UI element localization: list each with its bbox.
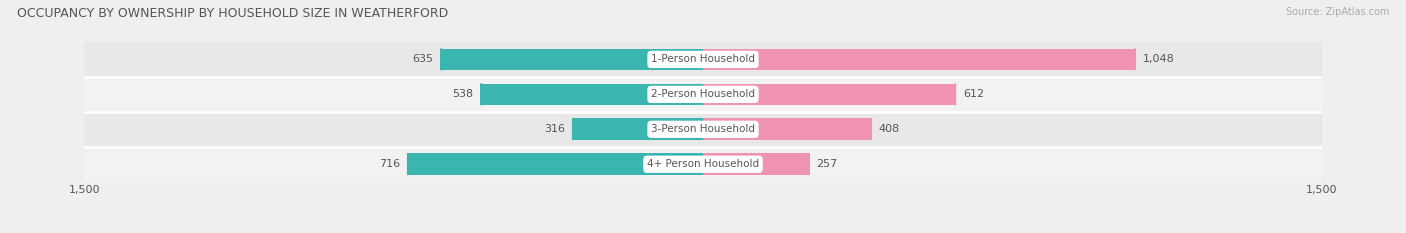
Text: 408: 408 <box>879 124 900 134</box>
Text: 716: 716 <box>380 159 401 169</box>
Legend: Owner-occupied, Renter-occupied: Owner-occupied, Renter-occupied <box>586 230 820 233</box>
Bar <box>703 84 956 105</box>
Text: 4+ Person Household: 4+ Person Household <box>647 159 759 169</box>
Bar <box>84 112 1322 147</box>
Text: 1-Person Household: 1-Person Household <box>651 55 755 64</box>
Text: Source: ZipAtlas.com: Source: ZipAtlas.com <box>1285 7 1389 17</box>
Text: 316: 316 <box>544 124 565 134</box>
Text: 1,048: 1,048 <box>1143 55 1174 64</box>
Bar <box>703 49 1135 70</box>
Bar <box>703 154 808 175</box>
Text: 635: 635 <box>413 55 433 64</box>
Bar <box>441 49 703 70</box>
Bar <box>703 118 872 140</box>
Text: 257: 257 <box>817 159 838 169</box>
Bar <box>84 77 1322 112</box>
Text: 3-Person Household: 3-Person Household <box>651 124 755 134</box>
Text: 538: 538 <box>453 89 474 99</box>
Text: OCCUPANCY BY OWNERSHIP BY HOUSEHOLD SIZE IN WEATHERFORD: OCCUPANCY BY OWNERSHIP BY HOUSEHOLD SIZE… <box>17 7 449 20</box>
Bar <box>84 42 1322 77</box>
Bar <box>481 84 703 105</box>
Bar <box>572 118 703 140</box>
Bar <box>408 154 703 175</box>
Bar <box>84 147 1322 182</box>
Text: 612: 612 <box>963 89 984 99</box>
Text: 2-Person Household: 2-Person Household <box>651 89 755 99</box>
